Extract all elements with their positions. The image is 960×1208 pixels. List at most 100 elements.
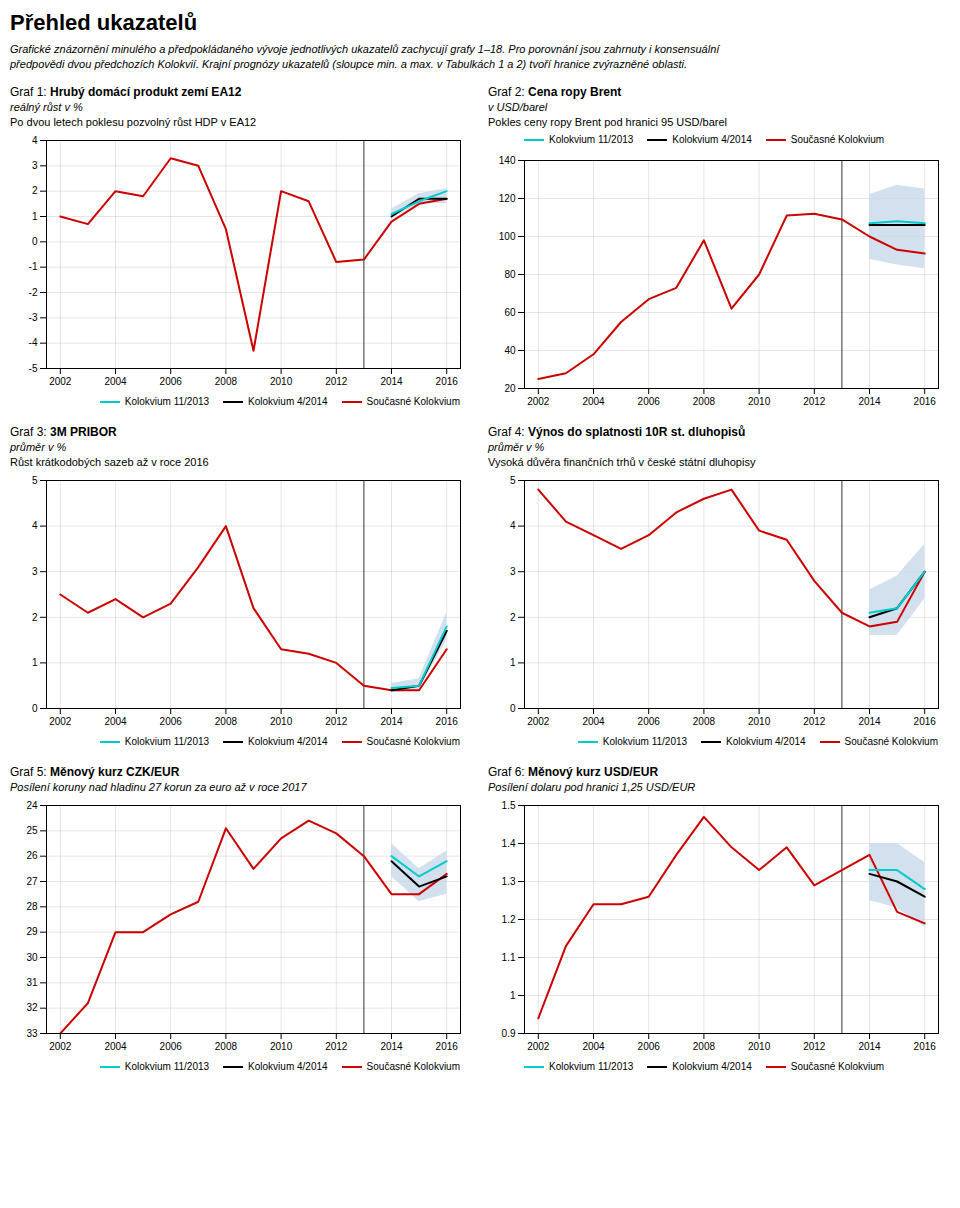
svg-text:1.1: 1.1 bbox=[502, 951, 516, 962]
svg-text:2004: 2004 bbox=[104, 715, 127, 726]
html-text:Přehled ukazatelů: Přehled ukazatelů bbox=[10, 10, 198, 35]
svg-text:2002: 2002 bbox=[49, 375, 72, 386]
svg-text:140: 140 bbox=[499, 154, 516, 165]
svg-text:20: 20 bbox=[504, 382, 516, 393]
svg-text:2016: 2016 bbox=[436, 715, 459, 726]
svg-text:2006: 2006 bbox=[160, 1040, 183, 1051]
svg-text:2010: 2010 bbox=[270, 715, 293, 726]
svg-text:33: 33 bbox=[26, 1027, 38, 1038]
svg-text:4: 4 bbox=[32, 520, 38, 531]
svg-text:0.9: 0.9 bbox=[502, 1027, 516, 1038]
svg-text:2008: 2008 bbox=[693, 395, 716, 406]
svg-text:-4: -4 bbox=[29, 337, 38, 348]
svg-text:2006: 2006 bbox=[638, 715, 661, 726]
svg-text:0: 0 bbox=[510, 702, 516, 713]
svg-text:26: 26 bbox=[26, 850, 38, 861]
svg-text:2016: 2016 bbox=[914, 715, 937, 726]
svg-text:2010: 2010 bbox=[748, 715, 771, 726]
svg-text:2004: 2004 bbox=[582, 715, 605, 726]
svg-text:29: 29 bbox=[26, 926, 38, 937]
svg-text:2002: 2002 bbox=[527, 1040, 550, 1051]
svg-text:31: 31 bbox=[26, 977, 38, 988]
svg-text:2004: 2004 bbox=[582, 395, 605, 406]
svg-text:2: 2 bbox=[32, 185, 38, 196]
svg-text:2006: 2006 bbox=[160, 375, 183, 386]
svg-text:2008: 2008 bbox=[693, 715, 716, 726]
svg-text:-3: -3 bbox=[29, 312, 38, 323]
svg-text:2010: 2010 bbox=[270, 1040, 293, 1051]
svg-text:2010: 2010 bbox=[748, 395, 771, 406]
svg-text:5: 5 bbox=[32, 474, 38, 485]
svg-text:2: 2 bbox=[510, 611, 516, 622]
svg-text:2016: 2016 bbox=[436, 1040, 459, 1051]
svg-text:1: 1 bbox=[510, 657, 516, 668]
svg-text:27: 27 bbox=[26, 875, 38, 886]
svg-text:2008: 2008 bbox=[215, 1040, 238, 1051]
svg-text:2014: 2014 bbox=[380, 1040, 403, 1051]
svg-text:24: 24 bbox=[26, 799, 38, 810]
svg-text:1.2: 1.2 bbox=[502, 913, 516, 924]
svg-text:2002: 2002 bbox=[49, 1040, 72, 1051]
svg-text:60: 60 bbox=[504, 306, 516, 317]
svg-text:2004: 2004 bbox=[582, 1040, 605, 1051]
svg-text:28: 28 bbox=[26, 901, 38, 912]
svg-text:0: 0 bbox=[32, 236, 38, 247]
svg-text:2006: 2006 bbox=[160, 715, 183, 726]
svg-text:2004: 2004 bbox=[104, 375, 127, 386]
svg-text:4: 4 bbox=[32, 134, 38, 145]
svg-text:2014: 2014 bbox=[380, 715, 403, 726]
html-text:Graf 1: Hrubý domácí produkt z: Graf 1: Hrubý domácí produkt zemí EA12 bbox=[10, 84, 242, 99]
svg-text:2002: 2002 bbox=[527, 395, 550, 406]
svg-text:2008: 2008 bbox=[215, 715, 238, 726]
svg-text:2008: 2008 bbox=[215, 375, 238, 386]
html-text:Graf 2: Cena ropy Brent: Graf 2: Cena ropy Brent bbox=[488, 84, 622, 99]
html-text:Graf 3: 3M PRIBOR: Graf 3: 3M PRIBOR bbox=[10, 424, 117, 439]
svg-text:2010: 2010 bbox=[748, 1040, 771, 1051]
svg-text:2016: 2016 bbox=[914, 1040, 937, 1051]
svg-text:30: 30 bbox=[26, 951, 38, 962]
svg-text:2006: 2006 bbox=[638, 1040, 661, 1051]
html-text:Grafické znázornění minulého a: Grafické znázornění minulého a předpoklá… bbox=[10, 43, 720, 70]
svg-text:2002: 2002 bbox=[527, 715, 550, 726]
svg-text:2014: 2014 bbox=[858, 1040, 881, 1051]
svg-text:120: 120 bbox=[499, 192, 516, 203]
svg-text:1: 1 bbox=[32, 210, 38, 221]
svg-text:-1: -1 bbox=[29, 261, 38, 272]
svg-text:2002: 2002 bbox=[49, 715, 72, 726]
svg-text:2016: 2016 bbox=[914, 395, 937, 406]
svg-text:2014: 2014 bbox=[380, 375, 403, 386]
svg-text:2: 2 bbox=[32, 611, 38, 622]
svg-text:2012: 2012 bbox=[803, 1040, 826, 1051]
svg-text:32: 32 bbox=[26, 1002, 38, 1013]
svg-text:3: 3 bbox=[32, 160, 38, 171]
svg-text:2012: 2012 bbox=[325, 1040, 348, 1051]
svg-text:2010: 2010 bbox=[270, 375, 293, 386]
html-text:Graf 4: Výnos do splatnosti 10: Graf 4: Výnos do splatnosti 10R st. dluh… bbox=[488, 424, 746, 439]
svg-text:1: 1 bbox=[32, 657, 38, 668]
svg-text:25: 25 bbox=[26, 825, 38, 836]
svg-text:1: 1 bbox=[510, 989, 516, 1000]
svg-text:2012: 2012 bbox=[325, 715, 348, 726]
svg-text:2004: 2004 bbox=[104, 1040, 127, 1051]
svg-text:0: 0 bbox=[32, 702, 38, 713]
svg-text:5: 5 bbox=[510, 474, 516, 485]
svg-text:2008: 2008 bbox=[693, 1040, 716, 1051]
svg-text:3: 3 bbox=[510, 566, 516, 577]
svg-text:2012: 2012 bbox=[803, 715, 826, 726]
svg-text:80: 80 bbox=[504, 268, 516, 279]
svg-text:4: 4 bbox=[510, 520, 516, 531]
svg-text:2012: 2012 bbox=[803, 395, 826, 406]
svg-text:3: 3 bbox=[32, 566, 38, 577]
svg-text:2014: 2014 bbox=[858, 715, 881, 726]
svg-text:-5: -5 bbox=[29, 362, 38, 373]
svg-text:40: 40 bbox=[504, 344, 516, 355]
svg-text:2006: 2006 bbox=[638, 395, 661, 406]
svg-text:100: 100 bbox=[499, 230, 516, 241]
svg-text:2012: 2012 bbox=[325, 375, 348, 386]
svg-text:2014: 2014 bbox=[858, 395, 881, 406]
svg-text:1.4: 1.4 bbox=[502, 837, 516, 848]
svg-text:1.3: 1.3 bbox=[502, 875, 516, 886]
svg-text:2016: 2016 bbox=[436, 375, 459, 386]
svg-text:-2: -2 bbox=[29, 286, 38, 297]
svg-text:1.5: 1.5 bbox=[502, 799, 516, 810]
